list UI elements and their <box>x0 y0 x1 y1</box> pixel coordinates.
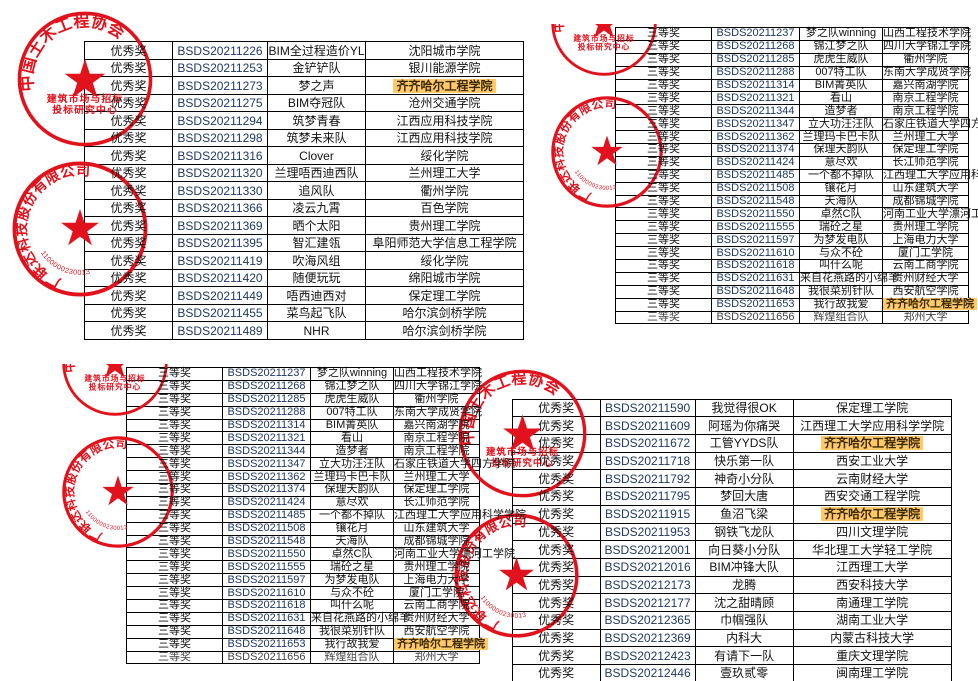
svg-text:投标研究中心: 投标研究中心 <box>578 42 631 52</box>
svg-text:建筑市场与招标: 建筑市场与招标 <box>83 373 145 383</box>
svg-text:中国土木工程协会: 中国土木工程协会 <box>551 24 639 33</box>
svg-text:投标研究中心: 投标研究中心 <box>52 103 118 116</box>
svg-text:建筑市场与招标: 建筑市场与招标 <box>572 33 634 43</box>
svg-text:投标研究中心: 投标研究中心 <box>89 382 142 392</box>
svg-text:中国土木工程协会: 中国土木工程协会 <box>62 364 150 373</box>
